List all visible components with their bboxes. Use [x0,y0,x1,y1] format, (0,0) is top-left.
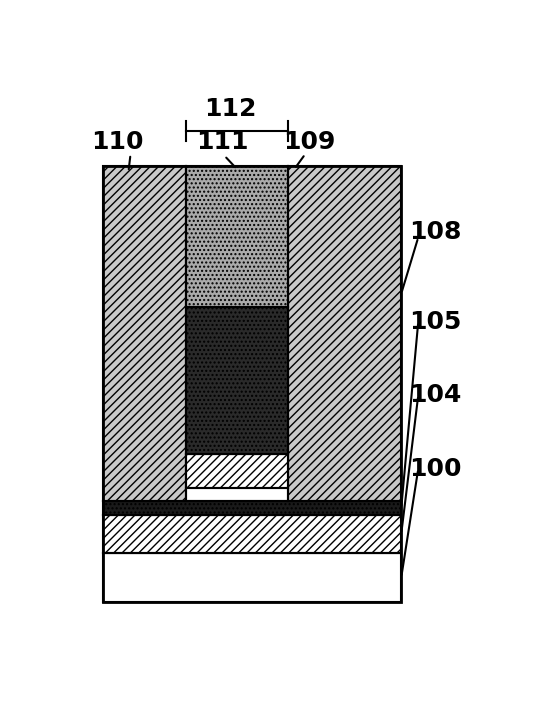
Bar [186,307,288,455]
Bar [186,455,288,488]
Bar [288,167,401,501]
Bar [103,501,402,515]
Bar [103,553,402,602]
Text: 104: 104 [409,383,461,407]
Bar [186,167,288,307]
Bar [103,167,402,602]
Text: 109: 109 [283,130,336,154]
Text: 111: 111 [196,130,249,154]
Text: 105: 105 [409,310,461,334]
Text: 112: 112 [205,98,257,122]
Text: 108: 108 [409,220,461,244]
Bar [103,515,402,553]
Text: 110: 110 [91,130,144,154]
Text: 100: 100 [409,457,461,481]
Bar [103,167,186,501]
